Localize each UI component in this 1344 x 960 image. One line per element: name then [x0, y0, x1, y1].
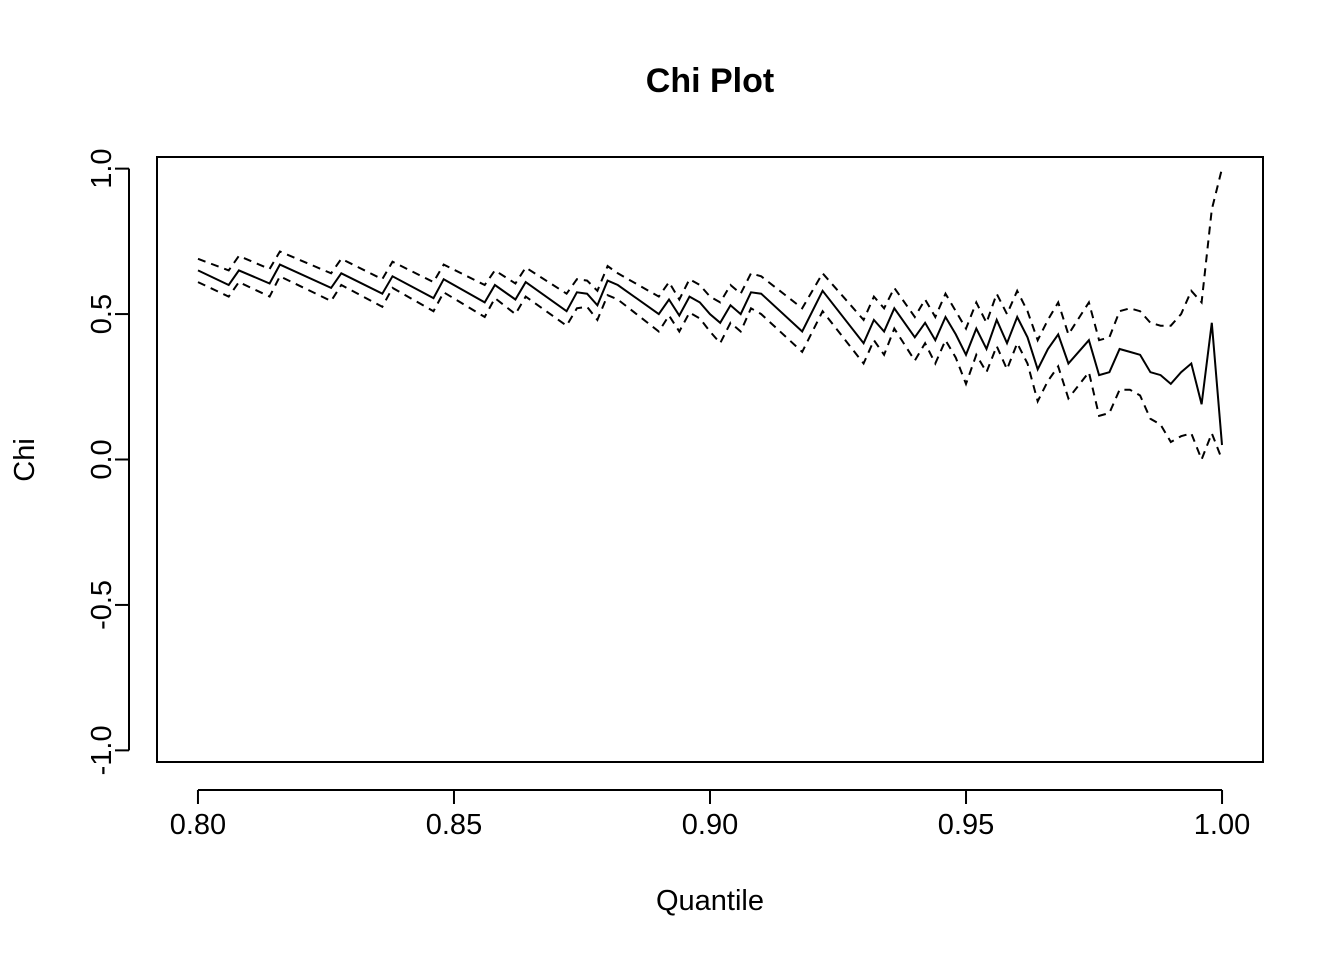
y-axis-title: Chi	[9, 438, 41, 482]
y-tick-label: -1.0	[86, 725, 118, 775]
series-line-estimate	[197, 263, 1223, 446]
y-tick-label: 1.0	[86, 148, 118, 188]
x-axis: 0.80 0.85 0.90 0.95 1.00	[170, 789, 1250, 841]
y-tick-label: 0.5	[86, 294, 118, 334]
series-layer	[197, 168, 1223, 463]
x-tick-label: 0.85	[426, 809, 482, 841]
plot-frame	[156, 156, 1264, 763]
chart-title: Chi Plot	[646, 62, 774, 100]
x-tick-label: 1.00	[1194, 809, 1250, 841]
y-tick-label: 0.0	[86, 439, 118, 479]
x-axis-title: Quantile	[656, 885, 764, 917]
x-tick-label: 0.95	[938, 809, 994, 841]
series-line-upper-bound	[197, 168, 1223, 343]
y-tick-label: -0.5	[86, 580, 118, 630]
y-axis: -1.0 -0.5 0.0 0.5 1.0	[86, 148, 130, 775]
series-line-lower-bound	[197, 274, 1223, 463]
x-tick-label: 0.80	[170, 809, 226, 841]
x-tick-label: 0.90	[682, 809, 738, 841]
